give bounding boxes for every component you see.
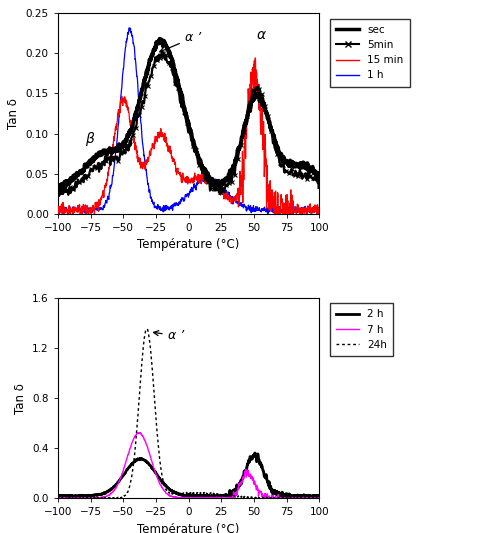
Text: β: β — [86, 132, 94, 146]
X-axis label: Température (°C): Température (°C) — [137, 238, 240, 252]
Y-axis label: Tan δ: Tan δ — [14, 383, 27, 414]
Text: α ’: α ’ — [160, 31, 201, 52]
Legend: 2 h, 7 h, 24h: 2 h, 7 h, 24h — [330, 303, 393, 356]
X-axis label: Température (°C): Température (°C) — [137, 523, 240, 533]
Y-axis label: Tan δ: Tan δ — [7, 98, 20, 129]
Text: α ’: α ’ — [153, 329, 184, 342]
Text: α: α — [257, 28, 266, 42]
Legend: sec, 5min, 15 min, 1 h: sec, 5min, 15 min, 1 h — [330, 19, 410, 87]
